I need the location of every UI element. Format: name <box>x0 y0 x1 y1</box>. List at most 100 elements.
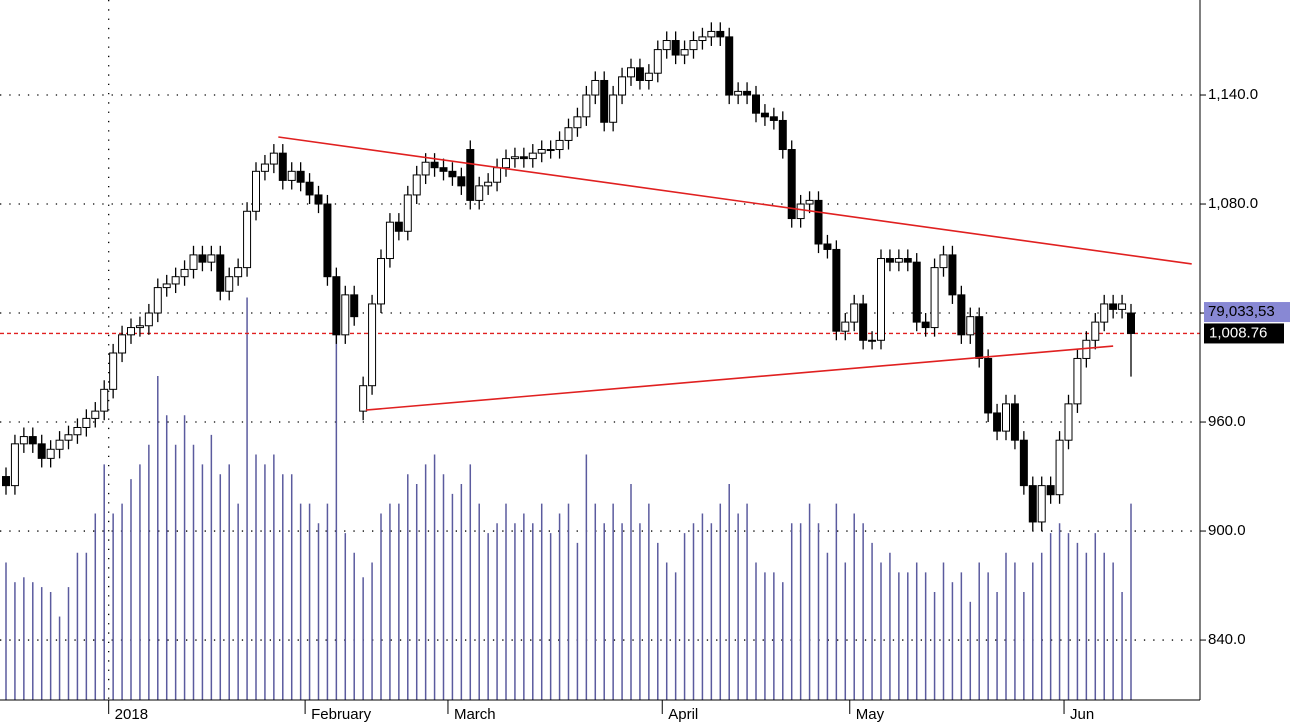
candle-body <box>510 156 519 160</box>
candle-body <box>448 170 457 178</box>
candle-body <box>109 352 118 390</box>
candle-body <box>1100 303 1109 323</box>
candle-body <box>635 67 644 81</box>
candle-body <box>484 181 493 187</box>
candle-body <box>82 417 91 428</box>
candle-body <box>921 321 930 329</box>
candle-body <box>287 170 296 181</box>
candle-body <box>314 194 323 205</box>
candle-body <box>243 210 252 269</box>
candle-body <box>296 170 305 183</box>
candle-body <box>118 334 127 354</box>
candle-body <box>278 152 287 181</box>
candle-body <box>1109 303 1118 310</box>
candle-body <box>1127 312 1135 334</box>
candle-body <box>528 152 537 160</box>
candle-body <box>439 167 448 172</box>
candle-body <box>421 161 430 176</box>
candle-body <box>662 40 671 51</box>
y-tick-label: 1,080.0 <box>1208 195 1258 212</box>
candle-body <box>734 90 743 96</box>
candle-body <box>698 36 707 42</box>
candle-body <box>350 294 359 318</box>
candle-body <box>1019 439 1028 487</box>
candle-body <box>832 248 841 332</box>
candle-body <box>1010 403 1019 441</box>
candle-body <box>743 90 752 96</box>
y-tick-label: 1,140.0 <box>1208 86 1258 103</box>
candle-body <box>64 434 73 441</box>
candle-body <box>153 287 162 314</box>
x-tick-label: February <box>311 706 372 723</box>
candle-body <box>1046 485 1055 496</box>
candle-body <box>644 72 653 81</box>
candle-body <box>680 49 689 56</box>
candle-body <box>1091 321 1100 341</box>
candle-body <box>305 181 314 196</box>
candle-body <box>814 199 823 245</box>
candle-body <box>1002 403 1010 432</box>
candle-body <box>1118 303 1127 310</box>
candle-body <box>707 30 716 38</box>
candle-body <box>519 156 528 160</box>
candle-body <box>787 149 796 220</box>
y-tick-label: 840.0 <box>1208 631 1246 648</box>
candle-body <box>457 176 466 187</box>
volume-label: 79,033,53 <box>1208 303 1275 320</box>
candle-body <box>377 258 385 305</box>
x-tick-label: May <box>856 706 885 723</box>
candle-body <box>55 439 64 450</box>
candle-body <box>957 294 966 336</box>
candle-body <box>207 254 216 263</box>
candle-body <box>475 185 484 201</box>
candle-body <box>546 149 555 152</box>
candle-body <box>618 76 627 96</box>
candle-body <box>502 158 510 169</box>
candle-body <box>28 436 37 445</box>
candle-body <box>912 261 921 323</box>
candle-body <box>689 40 698 51</box>
candle-body <box>135 325 144 329</box>
candle-body <box>359 385 368 412</box>
candle-body <box>885 258 894 263</box>
candle-body <box>769 116 778 121</box>
candle-body <box>841 321 850 332</box>
candle-body <box>234 267 243 278</box>
y-tick-label: 900.0 <box>1208 522 1246 539</box>
candle-body <box>868 339 877 342</box>
candle-body <box>573 116 582 129</box>
candle-body <box>939 254 948 269</box>
candle-body <box>716 30 725 38</box>
candle-body <box>73 426 82 436</box>
candle-body <box>760 112 769 118</box>
candle-body <box>948 254 957 296</box>
candle-body <box>260 163 269 172</box>
candle-body <box>180 268 189 278</box>
candle-body <box>198 254 207 263</box>
candle-body <box>332 276 341 336</box>
candle-body <box>91 410 100 419</box>
candle-body <box>805 199 814 205</box>
candle-body <box>430 161 439 169</box>
candle-body <box>627 67 635 78</box>
candle-body <box>1073 357 1082 405</box>
candle-body <box>600 79 609 123</box>
candle-body <box>1037 485 1046 523</box>
candle-body <box>1028 485 1037 523</box>
candle-body <box>100 388 109 412</box>
candle-body <box>10 443 19 487</box>
candle-body <box>582 94 591 118</box>
candle-body <box>46 448 55 459</box>
candle-body <box>493 167 502 183</box>
candle-body <box>412 174 421 196</box>
y-tick-label: 960.0 <box>1208 413 1246 430</box>
candle-body <box>966 316 975 336</box>
candle-body <box>466 149 475 201</box>
candle-body <box>671 40 680 56</box>
candle-body <box>216 254 225 292</box>
candle-body <box>993 412 1002 432</box>
candle-body <box>903 258 912 263</box>
candle-body <box>37 443 46 459</box>
candle-body <box>394 221 403 232</box>
